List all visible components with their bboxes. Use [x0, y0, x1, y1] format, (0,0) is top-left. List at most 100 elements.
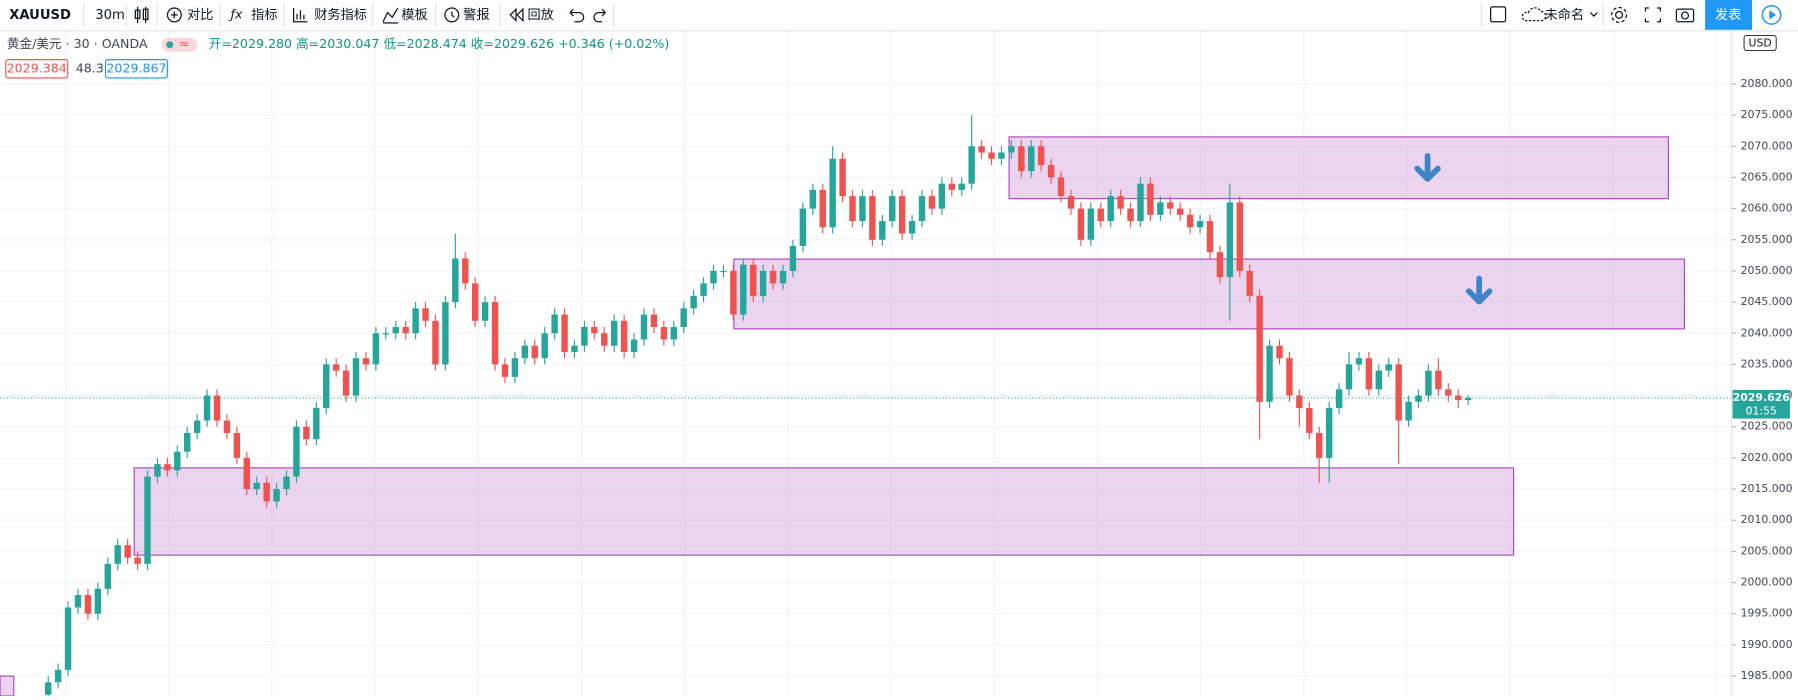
symbol[interactable]: XAUUSD	[9, 8, 71, 23]
y-tick-label: 1985.000	[1741, 669, 1793, 682]
candle-body	[898, 196, 906, 234]
market-status	[166, 41, 174, 49]
candle-body	[422, 308, 429, 321]
candle-body	[630, 339, 638, 352]
candle-body	[1167, 202, 1174, 209]
candle-body	[243, 457, 251, 490]
interval[interactable]: 30m	[95, 8, 125, 23]
candle-body	[541, 333, 548, 359]
play-button[interactable]	[1761, 4, 1782, 25]
candle-body	[1176, 208, 1184, 215]
fullscreen-icon[interactable]	[1644, 7, 1661, 23]
candle-body	[1067, 196, 1075, 209]
candle-body	[1385, 364, 1392, 371]
select-checkbox[interactable]	[1490, 6, 1507, 23]
y-tick-label: 2045.000	[1741, 295, 1793, 308]
indicator-icon[interactable]: ƒx	[229, 6, 243, 21]
replay[interactable]: 回放	[527, 7, 553, 23]
candle-body	[988, 152, 995, 159]
candle-body	[342, 370, 350, 396]
candle-body	[54, 669, 62, 683]
alerts[interactable]: 警报	[463, 7, 489, 23]
candle-body	[1057, 177, 1065, 197]
ask-box[interactable]	[104, 59, 169, 79]
candle-body	[442, 302, 449, 365]
candle-body	[1157, 202, 1164, 215]
candle-body	[303, 426, 310, 440]
chart-type-icon[interactable]	[134, 6, 149, 23]
alert-icon[interactable]	[444, 7, 460, 23]
y-tick-label: 2010.000	[1741, 513, 1793, 526]
currency: USD	[1748, 37, 1771, 50]
candle-body	[1425, 370, 1432, 396]
candle-body	[740, 264, 747, 315]
market-badge	[161, 37, 198, 52]
y-tick-label: 2050.000	[1741, 264, 1793, 277]
snapshot-icon[interactable]	[1675, 8, 1695, 23]
compare[interactable]: 对比	[187, 7, 213, 23]
undo[interactable]	[569, 8, 585, 23]
instrument: 黄金/美元 · 30 · OANDA	[7, 36, 148, 51]
publish-button[interactable]	[1705, 0, 1753, 30]
candle-body	[382, 333, 390, 335]
candle-body	[1047, 164, 1055, 178]
candle-body	[1445, 389, 1452, 396]
candle-body	[978, 146, 985, 153]
replay-icon[interactable]	[509, 7, 524, 23]
candle-body	[253, 482, 260, 490]
bid[interactable]: 2029.384	[7, 60, 67, 75]
cloud-icon[interactable]	[1521, 7, 1547, 22]
candle-body	[64, 607, 72, 670]
indicators[interactable]: 指标	[251, 7, 277, 23]
templates-icon[interactable]	[382, 7, 399, 24]
candle-body	[938, 183, 946, 209]
candle-body	[1365, 358, 1373, 390]
candle-body	[1186, 214, 1194, 228]
candle-body	[193, 420, 201, 433]
candle-body	[104, 563, 111, 589]
candle-body	[362, 358, 370, 365]
layout-dropdown[interactable]	[1589, 12, 1598, 17]
candle-body	[1286, 358, 1293, 396]
candle-body	[402, 327, 409, 334]
candle-body	[551, 314, 558, 334]
candle-body	[1008, 146, 1015, 153]
candle-body	[720, 270, 727, 273]
candle-body	[134, 557, 141, 564]
candle-body	[700, 283, 707, 296]
redo[interactable]	[593, 8, 606, 23]
y-tick-label: 2015.000	[1741, 482, 1793, 495]
candle-body	[114, 545, 121, 564]
compare-icon[interactable]	[166, 7, 182, 23]
candle-body	[233, 432, 241, 458]
bid-box[interactable]	[5, 59, 69, 79]
candle-body	[283, 476, 290, 490]
layout-name[interactable]: 未命名	[1545, 6, 1585, 23]
settings-icon[interactable]	[1610, 6, 1628, 23]
candle-body	[74, 595, 82, 608]
financials-icon[interactable]	[292, 8, 308, 23]
publish[interactable]: 发表	[1715, 7, 1741, 23]
toolbar	[0, 0, 1798, 31]
candle-body	[1405, 401, 1412, 421]
candle-body	[849, 196, 856, 222]
ask[interactable]: 2029.867	[106, 60, 166, 75]
candle-body	[491, 302, 499, 365]
candle-body	[819, 189, 826, 228]
financials[interactable]: 财务指标	[314, 7, 367, 23]
y-tick-label: 2035.000	[1741, 357, 1793, 370]
candle-body	[1226, 202, 1234, 278]
candle-body	[313, 408, 320, 440]
candle-body	[789, 245, 797, 271]
candle-body	[1028, 146, 1035, 172]
candle-body	[1127, 208, 1134, 222]
candle-body	[730, 270, 737, 315]
candle-body	[908, 221, 916, 234]
candle-body	[879, 221, 886, 240]
candle-body	[1236, 202, 1243, 271]
candle-body	[998, 152, 1005, 159]
templates[interactable]: 模板	[401, 7, 427, 23]
candle-body	[1246, 270, 1253, 296]
candle-body	[213, 395, 221, 421]
